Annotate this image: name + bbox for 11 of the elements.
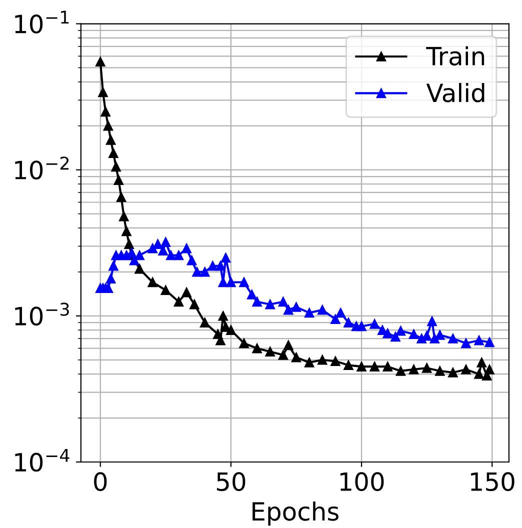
legend-label: Valid xyxy=(426,82,484,102)
y-tick-label: 10$^{−1}$ xyxy=(15,10,69,34)
y-tick-label: 10$^{−3}$ xyxy=(15,302,69,326)
x-axis-title: Epochs xyxy=(252,501,338,526)
y-tick-label: 10$^{−2}$ xyxy=(15,156,69,180)
x-tick-label: 50 xyxy=(216,472,246,492)
y-tick-label: 10$^{−4}$ xyxy=(15,449,70,472)
x-tick-label: 150 xyxy=(470,472,514,492)
x-tick-label: 100 xyxy=(340,472,384,492)
x-tick-label: 0 xyxy=(94,472,107,492)
legend-label: Train xyxy=(426,46,484,66)
